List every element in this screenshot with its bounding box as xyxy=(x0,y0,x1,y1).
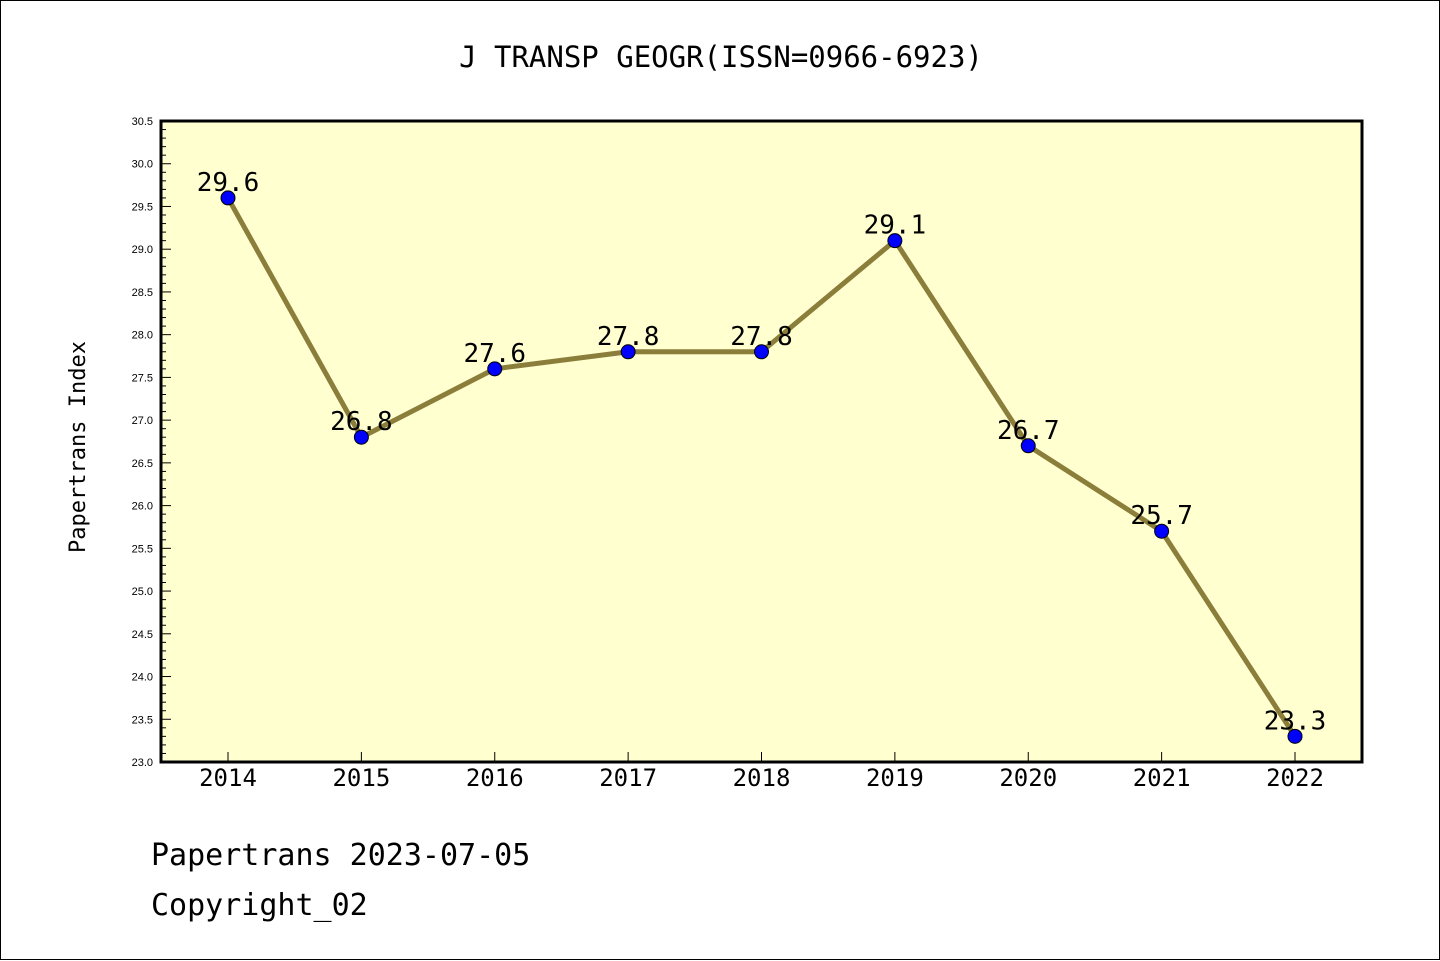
points-group xyxy=(220,190,1303,744)
y-tick-label: 25.0 xyxy=(132,586,153,598)
y-tick-label: 26.0 xyxy=(132,501,153,513)
y-tick-label: 28.0 xyxy=(132,330,153,342)
data-label: 23.3 xyxy=(1264,706,1327,736)
footer-copyright: Copyright_02 xyxy=(151,888,368,923)
y-tick-label: 29.0 xyxy=(132,244,153,256)
data-label: 25.7 xyxy=(1130,501,1193,531)
y-tick-label: 30.0 xyxy=(132,159,153,171)
plot-area xyxy=(159,119,1364,764)
data-label: 26.8 xyxy=(330,407,393,437)
data-point xyxy=(487,361,503,377)
y-tick-label: 28.5 xyxy=(132,287,153,299)
y-tick-label: 23.0 xyxy=(132,757,153,769)
y-tick-label: 27.5 xyxy=(132,372,153,384)
x-tick-label: 2021 xyxy=(1133,764,1191,792)
x-tick-label: 2016 xyxy=(466,764,524,792)
data-label: 27.8 xyxy=(730,322,793,352)
y-tick-label: 24.0 xyxy=(132,672,153,684)
data-label: 27.8 xyxy=(597,322,660,352)
y-tick-label: 25.5 xyxy=(132,543,153,555)
data-point xyxy=(1287,728,1303,744)
chart-title: J TRANSP GEOGR(ISSN=0966-6923) xyxy=(459,40,983,74)
data-point xyxy=(220,190,236,206)
data-point xyxy=(887,233,903,249)
x-tick-label: 2015 xyxy=(332,764,390,792)
y-axis-label: Papertrans Index xyxy=(66,341,91,553)
y-tick-label: 23.5 xyxy=(132,714,153,726)
y-axis: 23.0 23.5 24.0 24.5 25.0 25.5 26.0 26.5 27.0 27.5… xyxy=(132,116,171,769)
data-point xyxy=(620,344,636,360)
y-tick-label: 30.5 xyxy=(132,116,153,128)
x-tick-label: 2018 xyxy=(733,764,791,792)
y-tick-label: 24.5 xyxy=(132,629,153,641)
x-tick-label: 2022 xyxy=(1266,764,1324,792)
x-tick-label: 2014 xyxy=(199,764,257,792)
data-label: 29.1 xyxy=(864,211,927,241)
x-axis: 2014 2015 2016 2017 2018 2019 2020 2021 2022 xyxy=(199,752,1324,792)
data-label: 26.7 xyxy=(997,416,1060,446)
y-tick-label: 26.5 xyxy=(132,458,153,470)
footer-date: Papertrans 2023-07-05 xyxy=(151,838,530,873)
x-tick-label: 2017 xyxy=(599,764,657,792)
data-point xyxy=(754,344,769,360)
y-tick-label: 29.5 xyxy=(132,201,153,213)
data-labels-group: 29.6 26.8 27.6 27.8 27.8 29.1 26.7 25.7 23.3 xyxy=(197,168,1327,736)
data-point xyxy=(1154,523,1170,539)
data-point xyxy=(1020,438,1036,454)
x-tick-label: 2020 xyxy=(999,764,1057,792)
data-point xyxy=(353,429,369,445)
data-label: 27.6 xyxy=(463,339,526,369)
data-label: 29.6 xyxy=(197,168,260,198)
x-tick-label: 2019 xyxy=(866,764,924,792)
y-tick-label: 27.0 xyxy=(132,415,153,427)
